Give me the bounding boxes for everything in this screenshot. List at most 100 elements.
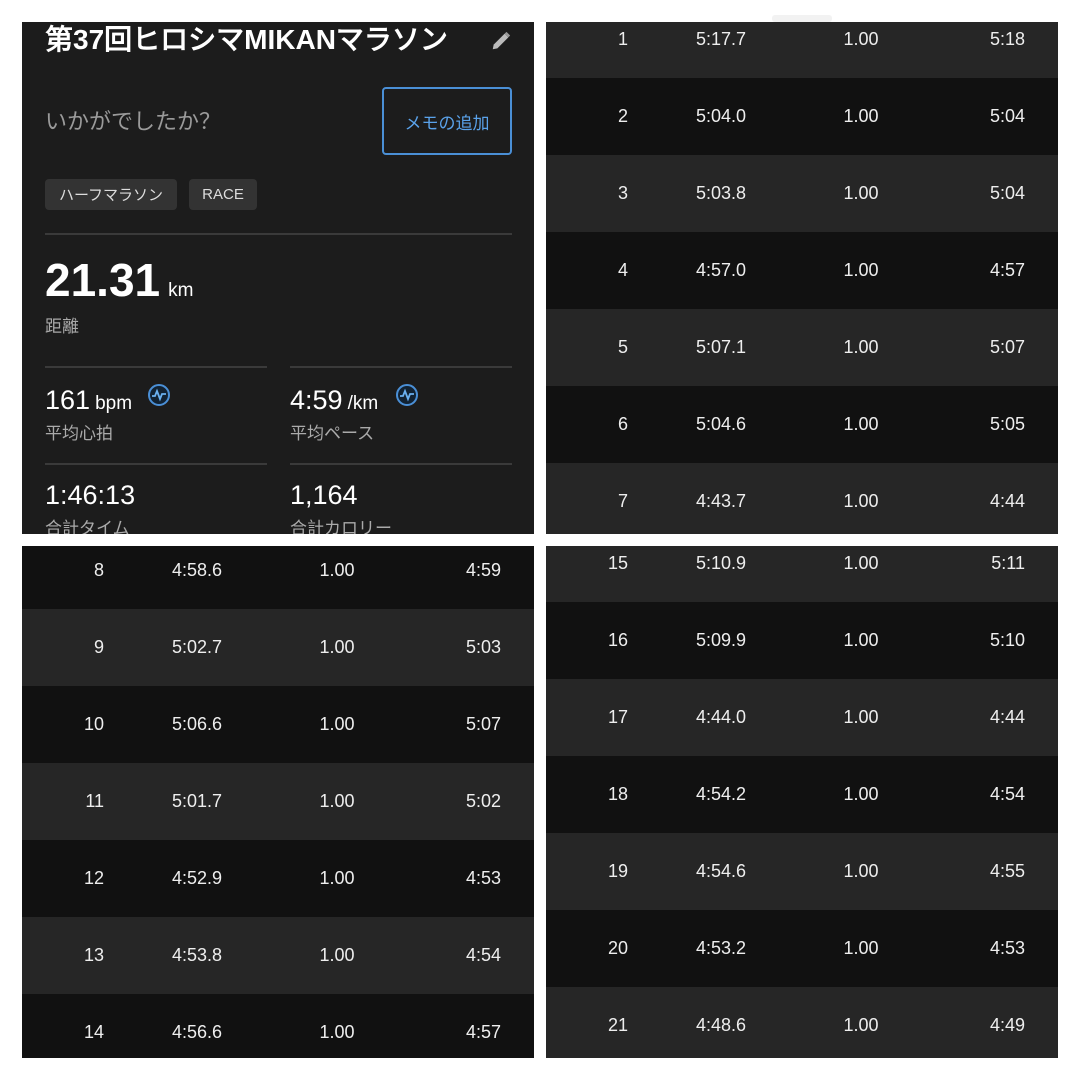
table-row[interactable]: 16 5:09.9 1.00 5:10 xyxy=(546,602,1058,679)
lap-pace: 5:03 xyxy=(465,637,501,657)
lap-number: 2 xyxy=(617,106,628,126)
lap-number: 10 xyxy=(83,714,104,734)
divider xyxy=(290,463,512,465)
lap-pace: 5:10 xyxy=(989,630,1025,650)
table-row[interactable]: 19 4:54.6 1.00 4:55 xyxy=(546,833,1058,910)
distance-unit: km xyxy=(168,280,194,301)
table-row[interactable]: 20 4:53.2 1.00 4:53 xyxy=(546,910,1058,987)
table-row[interactable]: 3 5:03.8 1.00 5:04 xyxy=(546,155,1058,232)
drag-handle[interactable] xyxy=(772,15,832,22)
table-row[interactable]: 18 4:54.2 1.00 4:54 xyxy=(546,756,1058,833)
lap-distance: 1.00 xyxy=(319,637,355,657)
lap-number: 14 xyxy=(83,1022,104,1042)
lap-distance: 1.00 xyxy=(319,1022,355,1042)
lap-pace: 4:55 xyxy=(989,861,1025,881)
lap-pace: 5:11 xyxy=(991,553,1025,573)
heart-rate-icon[interactable] xyxy=(147,383,171,407)
table-row[interactable]: 10 5:06.6 1.00 5:07 xyxy=(22,686,534,763)
table-row[interactable]: 2 5:04.0 1.00 5:04 xyxy=(546,78,1058,155)
divider xyxy=(290,366,512,368)
tag-chip[interactable]: RACE xyxy=(189,179,257,210)
lap-time: 4:57.0 xyxy=(695,260,747,280)
lap-number: 12 xyxy=(83,868,104,888)
avg-hr-label: 平均心拍 xyxy=(45,424,113,443)
lap-time: 5:06.6 xyxy=(171,714,223,734)
lap-time: 4:44.0 xyxy=(695,707,747,727)
total-time-value: 1:46:13 xyxy=(45,480,136,510)
pencil-icon[interactable] xyxy=(490,30,512,52)
lap-pace: 4:54 xyxy=(465,945,501,965)
distance-label: 距離 xyxy=(45,317,79,336)
table-row[interactable]: 9 5:02.7 1.00 5:03 xyxy=(22,609,534,686)
lap-number: 6 xyxy=(617,414,628,434)
add-memo-button[interactable]: メモの追加 xyxy=(382,87,512,155)
lap-distance: 1.00 xyxy=(319,868,355,888)
avg-hr-number: 161 xyxy=(45,385,91,415)
avg-pace-value: 4:59/km xyxy=(290,384,378,420)
table-row[interactable]: 5 5:07.1 1.00 5:07 xyxy=(546,309,1058,386)
lap-number: 5 xyxy=(617,337,628,357)
lap-number: 8 xyxy=(93,560,104,580)
lap-time: 5:07.1 xyxy=(695,337,747,357)
lap-distance: 1.00 xyxy=(843,491,879,511)
lap-distance: 1.00 xyxy=(843,630,879,650)
lap-time: 5:04.0 xyxy=(695,106,747,126)
table-row[interactable]: 15 5:10.9 1.00 5:11 xyxy=(546,546,1058,602)
lap-distance: 1.00 xyxy=(843,29,879,49)
lap-time: 5:02.7 xyxy=(171,637,223,657)
lap-pace: 5:07 xyxy=(465,714,501,734)
distance-number: 21.31 xyxy=(45,254,161,306)
table-row[interactable]: 12 4:52.9 1.00 4:53 xyxy=(22,840,534,917)
table-row[interactable]: 17 4:44.0 1.00 4:44 xyxy=(546,679,1058,756)
laps-table-panel: 15 5:10.9 1.00 5:11 16 5:09.9 1.00 5:10 17 4:44.0… xyxy=(546,546,1058,1058)
lap-pace: 4:44 xyxy=(989,707,1025,727)
distance-value: 21.31 km xyxy=(45,254,193,317)
table-row[interactable]: 7 4:43.7 1.00 4:44 xyxy=(546,463,1058,534)
lap-number: 3 xyxy=(617,183,628,203)
lap-time: 4:48.6 xyxy=(695,1015,747,1035)
lap-time: 4:54.2 xyxy=(695,784,747,804)
lap-pace: 4:57 xyxy=(989,260,1025,280)
table-row[interactable]: 1 5:17.7 1.00 5:18 xyxy=(546,22,1058,78)
lap-distance: 1.00 xyxy=(843,553,879,573)
tag-chip[interactable]: ハーフマラソン xyxy=(45,179,177,210)
lap-pace: 4:44 xyxy=(989,491,1025,511)
activity-summary-panel: 第37回ヒロシマMIKANマラソン いかがでしたか？ メモの追加 ハーフマラソン… xyxy=(22,22,534,534)
lap-pace: 5:04 xyxy=(989,106,1025,126)
laps-table-panel: 1 5:17.7 1.00 5:18 2 5:04.0 1.00 5:04 3 5:03.8 1.0… xyxy=(546,22,1058,534)
heart-rate-icon[interactable] xyxy=(395,383,419,407)
lap-distance: 1.00 xyxy=(843,106,879,126)
lap-time: 4:43.7 xyxy=(695,491,747,511)
avg-pace-label: 平均ペース xyxy=(290,424,375,443)
lap-pace: 4:57 xyxy=(465,1022,501,1042)
activity-title: 第37回ヒロシマMIKANマラソン xyxy=(45,24,448,55)
lap-number: 21 xyxy=(607,1015,628,1035)
table-row[interactable]: 21 4:48.6 1.00 4:49 xyxy=(546,987,1058,1058)
table-row[interactable]: 4 4:57.0 1.00 4:57 xyxy=(546,232,1058,309)
lap-number: 4 xyxy=(617,260,628,280)
lap-time: 5:17.7 xyxy=(695,29,747,49)
lap-distance: 1.00 xyxy=(843,260,879,280)
lap-number: 13 xyxy=(83,945,104,965)
lap-time: 4:54.6 xyxy=(695,861,747,881)
table-row[interactable]: 14 4:56.6 1.00 4:57 xyxy=(22,994,534,1058)
lap-distance: 1.00 xyxy=(843,337,879,357)
avg-pace-number: 4:59 xyxy=(290,385,343,415)
table-row[interactable]: 8 4:58.6 1.00 4:59 xyxy=(22,546,534,609)
lap-time: 5:09.9 xyxy=(695,630,747,650)
lap-number: 18 xyxy=(607,784,628,804)
table-row[interactable]: 13 4:53.8 1.00 4:54 xyxy=(22,917,534,994)
lap-number: 9 xyxy=(93,637,104,657)
total-calories-value: 1,164 xyxy=(290,480,358,510)
lap-pace: 5:07 xyxy=(989,337,1025,357)
lap-distance: 1.00 xyxy=(843,183,879,203)
lap-time: 4:53.8 xyxy=(171,945,223,965)
lap-time: 4:52.9 xyxy=(171,868,223,888)
avg-hr-value: 161 bpm xyxy=(45,384,132,420)
table-row[interactable]: 11 5:01.7 1.00 5:02 xyxy=(22,763,534,840)
laps-table-panel: 8 4:58.6 1.00 4:59 9 5:02.7 1.00 5:03 10 5:06.6 1.… xyxy=(22,546,534,1058)
lap-pace: 5:18 xyxy=(989,29,1025,49)
table-row[interactable]: 6 5:04.6 1.00 5:05 xyxy=(546,386,1058,463)
lap-distance: 1.00 xyxy=(843,707,879,727)
lap-pace: 5:02 xyxy=(465,791,501,811)
